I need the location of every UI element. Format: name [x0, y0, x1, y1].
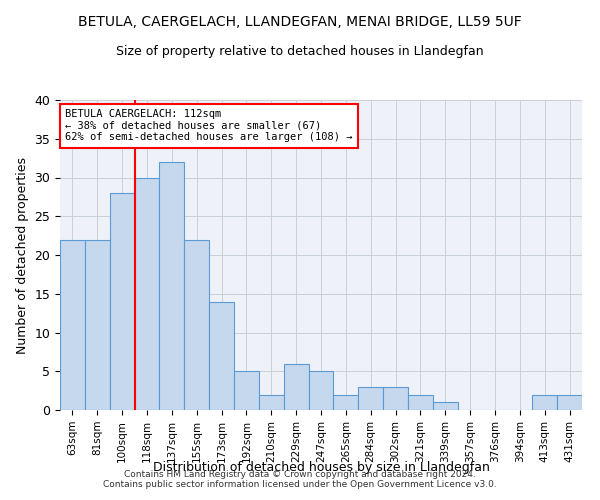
Bar — [284, 364, 308, 410]
Bar — [110, 193, 134, 410]
Bar — [85, 240, 110, 410]
Bar — [134, 178, 160, 410]
Bar — [60, 240, 85, 410]
Bar — [383, 387, 408, 410]
Bar — [259, 394, 284, 410]
Text: BETULA, CAERGELACH, LLANDEGFAN, MENAI BRIDGE, LL59 5UF: BETULA, CAERGELACH, LLANDEGFAN, MENAI BR… — [78, 15, 522, 29]
Bar — [532, 394, 557, 410]
Bar — [308, 371, 334, 410]
Bar — [358, 387, 383, 410]
Bar — [234, 371, 259, 410]
Bar — [184, 240, 209, 410]
Bar — [209, 302, 234, 410]
Text: Contains HM Land Registry data © Crown copyright and database right 2024.
Contai: Contains HM Land Registry data © Crown c… — [103, 470, 497, 489]
Text: Size of property relative to detached houses in Llandegfan: Size of property relative to detached ho… — [116, 45, 484, 58]
Bar — [160, 162, 184, 410]
Text: BETULA CAERGELACH: 112sqm
← 38% of detached houses are smaller (67)
62% of semi-: BETULA CAERGELACH: 112sqm ← 38% of detac… — [65, 110, 353, 142]
Bar — [408, 394, 433, 410]
Bar — [433, 402, 458, 410]
Y-axis label: Number of detached properties: Number of detached properties — [16, 156, 29, 354]
Text: Distribution of detached houses by size in Llandegfan: Distribution of detached houses by size … — [152, 461, 490, 474]
Bar — [334, 394, 358, 410]
Bar — [557, 394, 582, 410]
